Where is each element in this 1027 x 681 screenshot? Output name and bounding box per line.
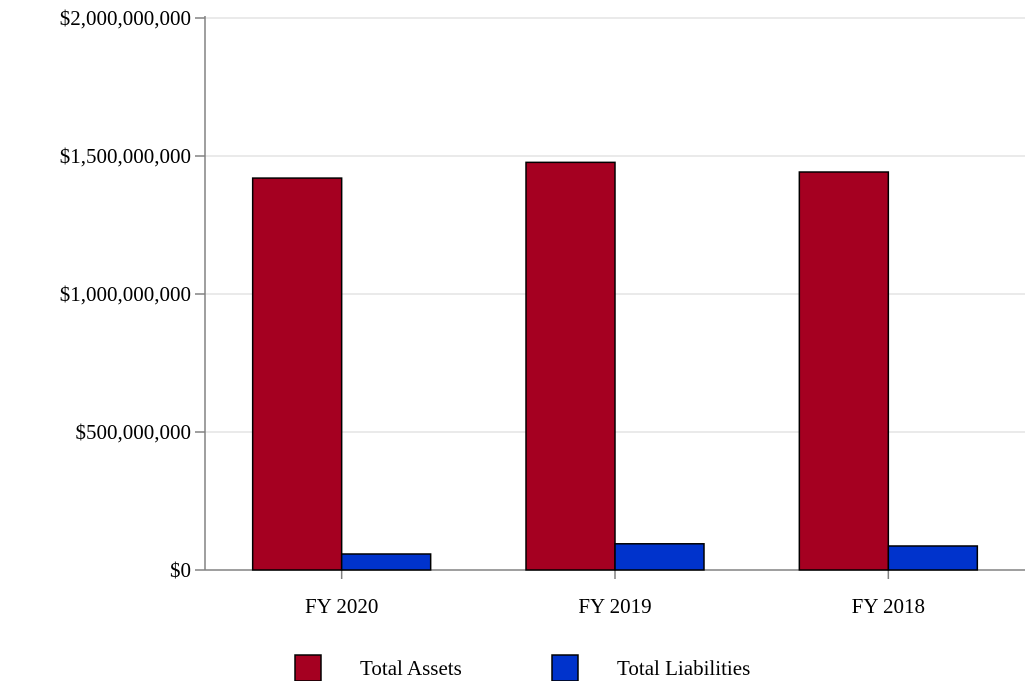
bar-total-assets (799, 172, 888, 570)
bar-total-assets (526, 162, 615, 570)
y-tick-label: $2,000,000,000 (60, 6, 191, 30)
x-tick-label: FY 2018 (852, 594, 925, 618)
legend-label: Total Assets (360, 656, 462, 680)
y-tick-label: $0 (170, 558, 191, 582)
x-tick-label: FY 2019 (578, 594, 651, 618)
x-tick-label: FY 2020 (305, 594, 378, 618)
bar-total-liabilities (342, 554, 431, 570)
legend: Total Assets Total Liabilities (295, 655, 750, 681)
bar-total-liabilities (615, 544, 704, 570)
bar-total-assets (253, 178, 342, 570)
y-axis-tick-labels: $0 $500,000,000 $1,000,000,000 $1,500,000,0… (60, 6, 191, 582)
x-axis-tick-labels: FY 2020 FY 2019 FY 2018 (305, 594, 925, 618)
y-tick-label: $1,000,000,000 (60, 282, 191, 306)
legend-label: Total Liabilities (617, 656, 750, 680)
y-tick-label: $1,500,000,000 (60, 144, 191, 168)
legend-item-total-liabilities: Total Liabilities (552, 655, 750, 681)
legend-swatch (295, 655, 321, 681)
bars (253, 162, 978, 570)
bar-total-liabilities (888, 546, 977, 570)
legend-swatch (552, 655, 578, 681)
legend-item-total-assets: Total Assets (295, 655, 462, 681)
y-tick-label: $500,000,000 (76, 420, 192, 444)
